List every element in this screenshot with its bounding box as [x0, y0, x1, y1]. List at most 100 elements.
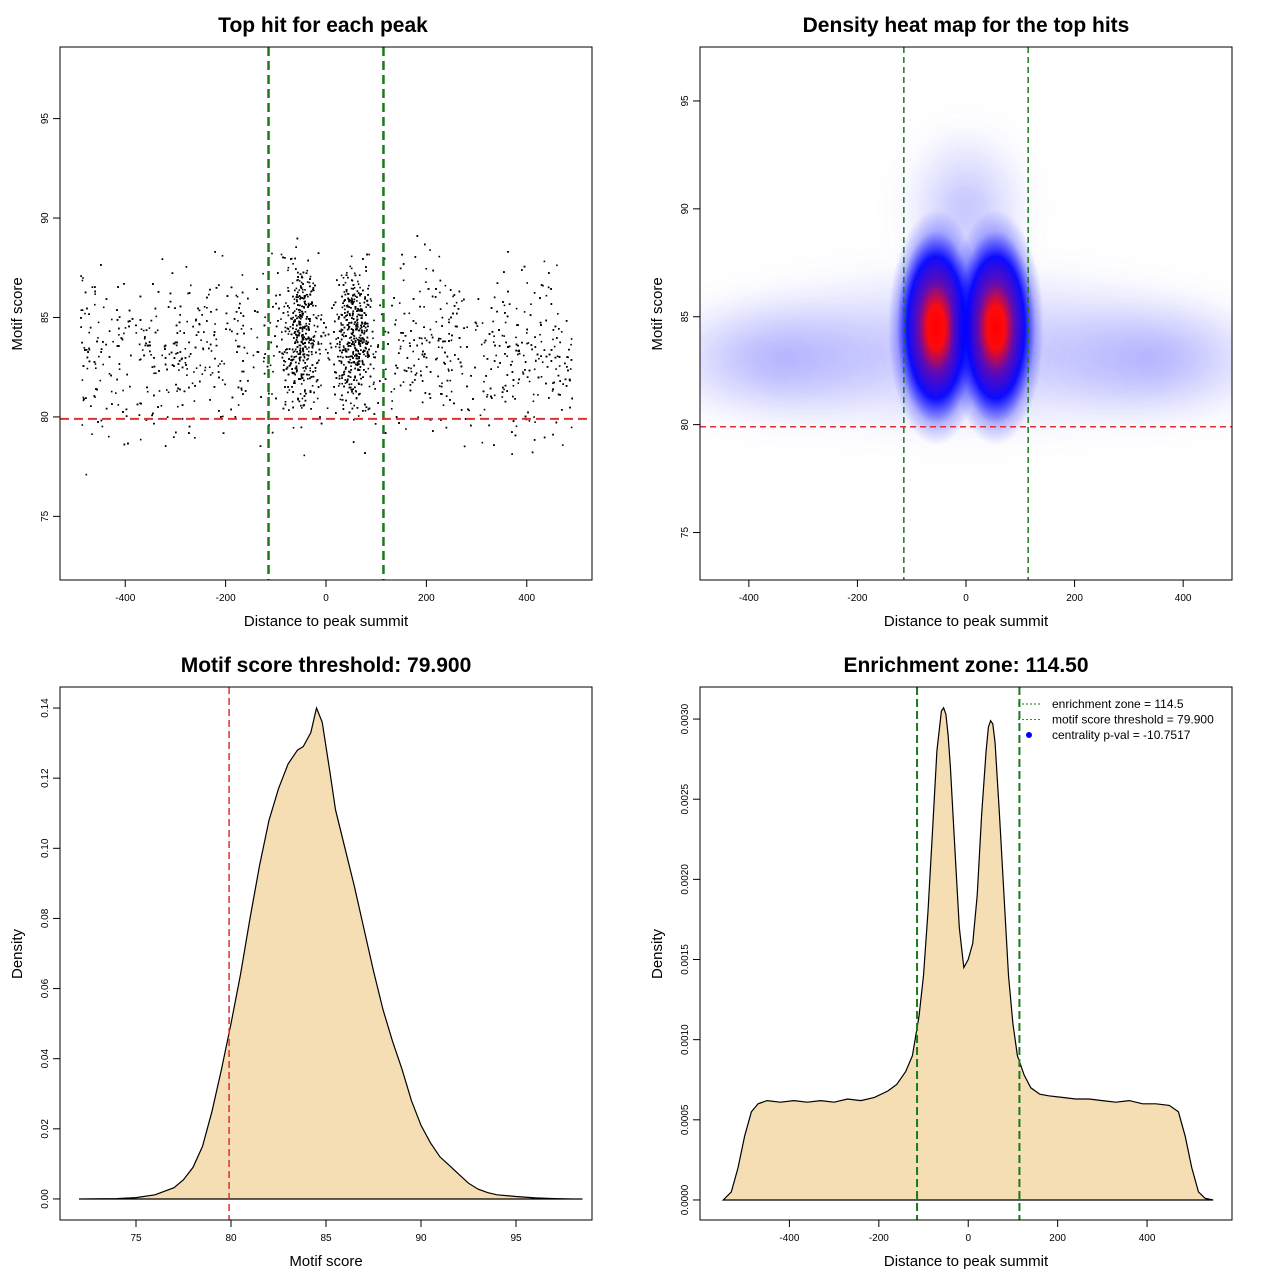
data-point [353, 361, 355, 363]
data-point [304, 346, 307, 348]
x-tick-label: -400 [779, 1233, 799, 1244]
data-point [466, 385, 468, 388]
data-point [307, 306, 309, 308]
data-point [183, 332, 185, 334]
data-point [366, 343, 368, 345]
data-point [523, 311, 526, 313]
panel-score-density: Motif score threshold: 79.900 75 80 85 90 95… [9, 654, 593, 1270]
data-point [150, 319, 153, 322]
data-point [432, 269, 434, 272]
data-point [298, 378, 301, 380]
data-point [491, 331, 494, 333]
data-point [243, 332, 245, 335]
data-point [316, 397, 319, 400]
data-point [273, 355, 275, 357]
data-point [361, 331, 363, 334]
data-point [252, 366, 255, 369]
data-point [338, 316, 340, 318]
data-point [398, 422, 400, 424]
data-point [213, 334, 215, 337]
data-point [280, 253, 283, 256]
data-point [306, 338, 309, 340]
x-tick-label: 80 [225, 1233, 237, 1244]
data-point [532, 400, 535, 403]
data-point [507, 290, 509, 293]
data-point [292, 406, 294, 409]
data-point [571, 397, 573, 400]
data-point [356, 355, 358, 357]
y-tick-label: 0.0005 [680, 1104, 691, 1135]
data-point [349, 314, 351, 317]
data-point [164, 445, 167, 447]
data-point [340, 322, 342, 324]
data-point [370, 300, 373, 302]
data-point [173, 436, 175, 438]
data-point [143, 354, 145, 357]
data-point [215, 287, 218, 289]
data-point [424, 243, 426, 246]
y-tick-label: 0.06 [40, 978, 51, 998]
data-point [346, 319, 348, 321]
data-point [178, 369, 180, 371]
data-point [118, 316, 121, 318]
data-point [309, 369, 312, 372]
data-point [150, 354, 152, 356]
data-point [304, 325, 306, 328]
data-point [235, 294, 238, 297]
data-point [362, 258, 364, 260]
data-point [111, 403, 113, 405]
data-point [322, 331, 325, 334]
data-point [351, 343, 353, 345]
data-point [358, 339, 361, 342]
data-point [317, 341, 320, 343]
data-point [102, 341, 104, 343]
y-tick-label: 80 [40, 411, 51, 423]
data-point [123, 443, 126, 446]
data-point [83, 398, 85, 400]
data-point [175, 324, 178, 327]
data-point [515, 343, 518, 346]
data-point [301, 336, 304, 339]
data-point [91, 433, 93, 435]
data-point [558, 365, 561, 367]
data-point [361, 321, 363, 324]
data-point [492, 341, 495, 343]
data-point [303, 355, 306, 358]
data-point [314, 284, 316, 287]
data-point [355, 349, 357, 352]
x-tick-label: 200 [418, 593, 435, 604]
data-point [82, 365, 85, 367]
x-tick-label: 95 [510, 1233, 522, 1244]
data-point [87, 351, 89, 353]
data-point [350, 402, 352, 405]
data-point [247, 297, 249, 300]
data-point [454, 354, 456, 356]
data-point [120, 337, 123, 339]
data-point [346, 328, 349, 331]
data-point [459, 346, 462, 348]
data-point [353, 343, 355, 345]
data-point [316, 379, 319, 381]
data-point [180, 358, 183, 361]
data-point [352, 351, 354, 354]
data-point [360, 308, 363, 311]
data-point [237, 404, 240, 406]
data-point [521, 269, 523, 271]
data-point [371, 330, 374, 333]
data-point [437, 339, 440, 342]
data-point [334, 320, 336, 323]
data-point [194, 385, 196, 387]
data-point [446, 355, 449, 358]
data-point [299, 353, 301, 355]
data-point [110, 374, 112, 377]
data-point [281, 352, 283, 355]
data-point [545, 319, 547, 322]
data-point [315, 351, 317, 354]
data-point [364, 323, 366, 325]
data-point [112, 340, 114, 343]
data-point [474, 321, 477, 324]
data-point [423, 306, 425, 308]
y-tick-label: 0.08 [40, 908, 51, 928]
data-point [343, 373, 346, 376]
data-point [316, 317, 318, 320]
